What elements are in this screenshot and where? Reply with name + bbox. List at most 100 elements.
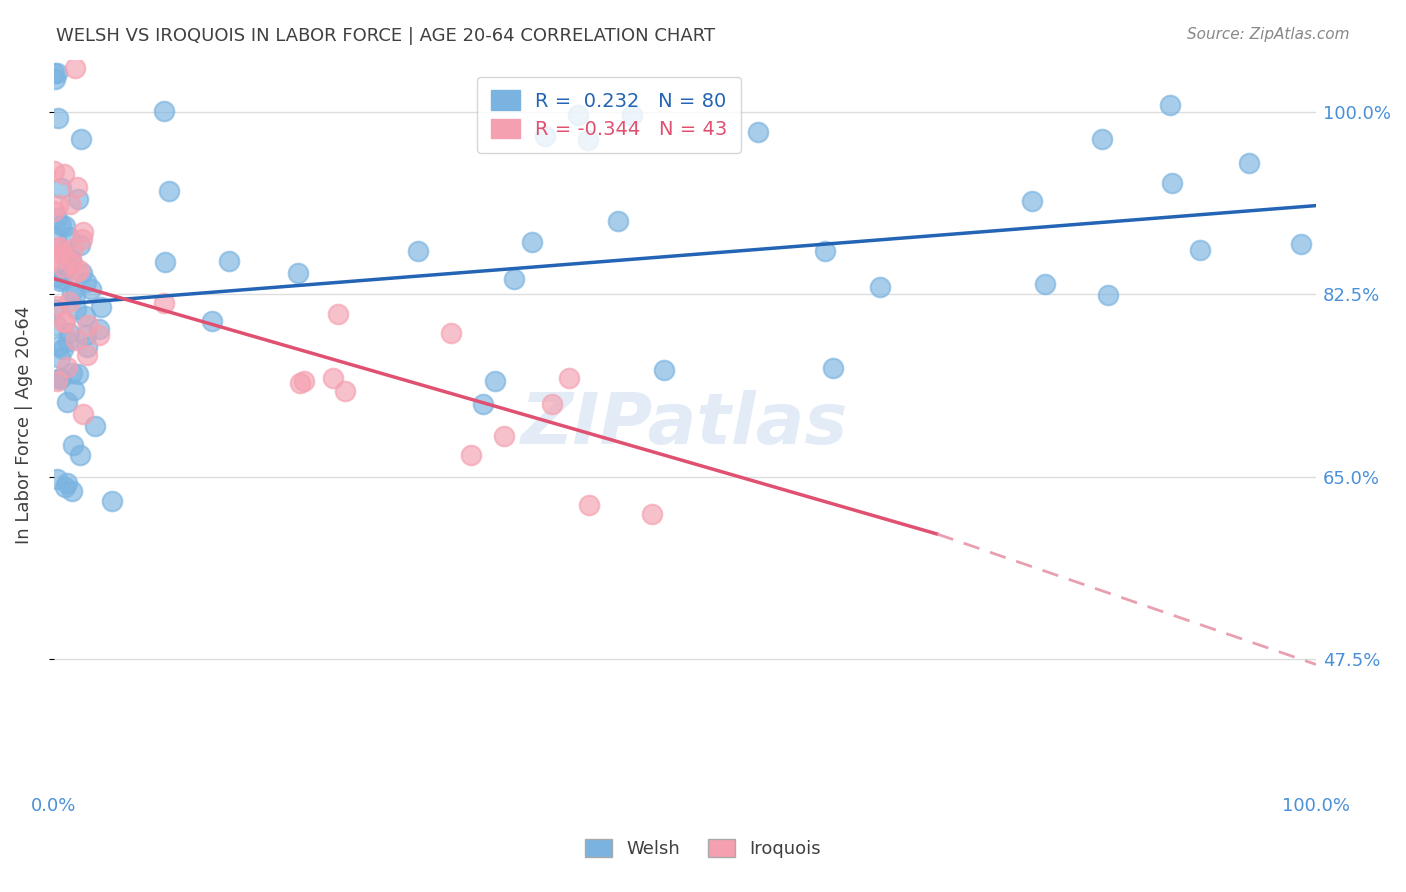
Point xyxy=(73,309,96,323)
Point xyxy=(1097,288,1119,302)
Point xyxy=(288,376,311,391)
Point xyxy=(534,129,557,144)
Point xyxy=(69,448,91,462)
Point xyxy=(44,164,66,178)
Point xyxy=(63,61,86,75)
Point xyxy=(46,241,69,255)
Point xyxy=(46,338,69,352)
Point xyxy=(58,326,80,340)
Point xyxy=(53,316,76,330)
Point xyxy=(44,66,66,80)
Point xyxy=(58,295,80,310)
Text: WELSH VS IROQUOIS IN LABOR FORCE | AGE 20-64 CORRELATION CHART: WELSH VS IROQUOIS IN LABOR FORCE | AGE 2… xyxy=(56,27,716,45)
Point xyxy=(69,262,91,277)
Point xyxy=(578,498,600,512)
Legend: Welsh, Iroquois: Welsh, Iroquois xyxy=(578,831,828,865)
Point xyxy=(472,397,495,411)
Point xyxy=(292,374,315,388)
Point xyxy=(60,285,83,300)
Point xyxy=(1161,176,1184,190)
Point xyxy=(89,327,111,342)
Point xyxy=(90,301,112,315)
Point xyxy=(1021,194,1043,208)
Point xyxy=(45,211,67,226)
Point xyxy=(46,66,69,80)
Point xyxy=(218,253,240,268)
Point xyxy=(326,308,349,322)
Point xyxy=(814,244,837,258)
Point xyxy=(49,218,72,232)
Point xyxy=(53,315,76,329)
Point xyxy=(48,239,70,253)
Point xyxy=(58,230,80,244)
Point xyxy=(45,374,67,388)
Point xyxy=(45,231,67,245)
Point xyxy=(502,272,524,286)
Point xyxy=(60,252,83,267)
Point xyxy=(63,288,86,302)
Point xyxy=(55,247,77,261)
Point xyxy=(823,361,845,376)
Point xyxy=(484,374,506,388)
Point xyxy=(460,448,482,462)
Point xyxy=(1159,97,1181,112)
Point xyxy=(79,282,101,296)
Point xyxy=(541,397,564,411)
Point xyxy=(408,244,430,259)
Point xyxy=(77,318,100,333)
Point xyxy=(641,508,664,522)
Point xyxy=(46,299,69,313)
Point xyxy=(1289,236,1312,251)
Point xyxy=(558,371,581,385)
Point xyxy=(620,108,643,122)
Point xyxy=(65,265,87,279)
Text: Source: ZipAtlas.com: Source: ZipAtlas.com xyxy=(1187,27,1350,42)
Point xyxy=(287,266,309,280)
Point xyxy=(59,196,82,211)
Point xyxy=(1033,277,1056,292)
Point xyxy=(45,318,67,333)
Point xyxy=(48,372,70,386)
Point xyxy=(70,132,93,146)
Point xyxy=(56,260,79,274)
Point xyxy=(69,237,91,252)
Point xyxy=(522,235,544,249)
Point xyxy=(652,363,675,377)
Point xyxy=(67,192,90,206)
Legend: R =  0.232   N = 80, R = -0.344   N = 43: R = 0.232 N = 80, R = -0.344 N = 43 xyxy=(477,77,741,153)
Point xyxy=(56,395,79,409)
Point xyxy=(153,255,176,269)
Text: ZIPatlas: ZIPatlas xyxy=(522,390,849,459)
Point xyxy=(62,383,84,397)
Point xyxy=(89,322,111,336)
Point xyxy=(46,111,69,125)
Point xyxy=(83,418,105,433)
Point xyxy=(66,179,89,194)
Point xyxy=(56,475,79,490)
Point xyxy=(49,246,72,260)
Point xyxy=(65,333,87,347)
Point xyxy=(60,483,83,498)
Point xyxy=(60,256,83,270)
Point xyxy=(45,270,67,285)
Point xyxy=(62,366,84,380)
Point xyxy=(70,232,93,246)
Point xyxy=(747,125,769,139)
Point xyxy=(56,334,79,349)
Point xyxy=(66,367,89,381)
Point xyxy=(49,351,72,365)
Y-axis label: In Labor Force | Age 20-64: In Labor Force | Age 20-64 xyxy=(15,305,32,544)
Point xyxy=(53,167,76,181)
Point xyxy=(51,271,73,285)
Point xyxy=(62,242,84,256)
Point xyxy=(52,260,75,274)
Point xyxy=(321,370,343,384)
Point xyxy=(101,494,124,508)
Point xyxy=(152,296,174,310)
Point xyxy=(440,326,463,340)
Point xyxy=(46,472,69,486)
Point xyxy=(1237,156,1260,170)
Point xyxy=(606,214,628,228)
Point xyxy=(72,225,94,239)
Point xyxy=(46,198,69,212)
